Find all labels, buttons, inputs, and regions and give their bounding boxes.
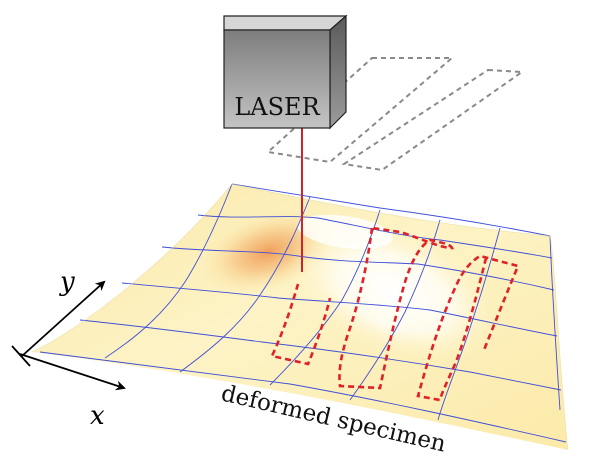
x-axis-label: x bbox=[90, 401, 105, 431]
coordinate-axes bbox=[11, 280, 126, 391]
y-axis-label: y bbox=[59, 267, 75, 297]
laser-box-top bbox=[223, 15, 348, 31]
laser-label: LASER bbox=[234, 93, 320, 121]
grid-line bbox=[349, 219, 441, 401]
grid-line bbox=[161, 246, 555, 291]
surface-grid bbox=[39, 183, 567, 443]
specimen-surface bbox=[32, 184, 568, 450]
grid-line bbox=[104, 183, 233, 359]
grid-line bbox=[437, 227, 501, 421]
deformed-scan-path bbox=[416, 254, 520, 402]
laser-box-side bbox=[329, 14, 347, 130]
x-axis-arrow bbox=[19, 353, 126, 391]
laser-box-front bbox=[223, 29, 331, 129]
laser-device: LASER bbox=[223, 14, 348, 130]
axis-tick bbox=[11, 345, 31, 367]
hump-crest bbox=[297, 214, 393, 250]
grid-line bbox=[231, 183, 551, 237]
grid-line bbox=[269, 209, 381, 386]
grid-line bbox=[79, 319, 562, 391]
grid-line bbox=[121, 282, 558, 337]
flat-scan-paths bbox=[265, 57, 525, 172]
deformed-scan-path bbox=[338, 226, 455, 390]
grid-line bbox=[549, 235, 561, 411]
deformation-hump bbox=[290, 221, 500, 363]
surface-outline bbox=[31, 183, 569, 451]
grid-line bbox=[179, 196, 311, 373]
deformed-scan-path bbox=[270, 283, 332, 366]
grid-line bbox=[197, 214, 553, 259]
grid-line bbox=[39, 351, 567, 443]
flat-scan-path bbox=[341, 68, 525, 172]
y-axis-arrow bbox=[21, 280, 106, 357]
deformed-scan-paths bbox=[270, 226, 520, 402]
